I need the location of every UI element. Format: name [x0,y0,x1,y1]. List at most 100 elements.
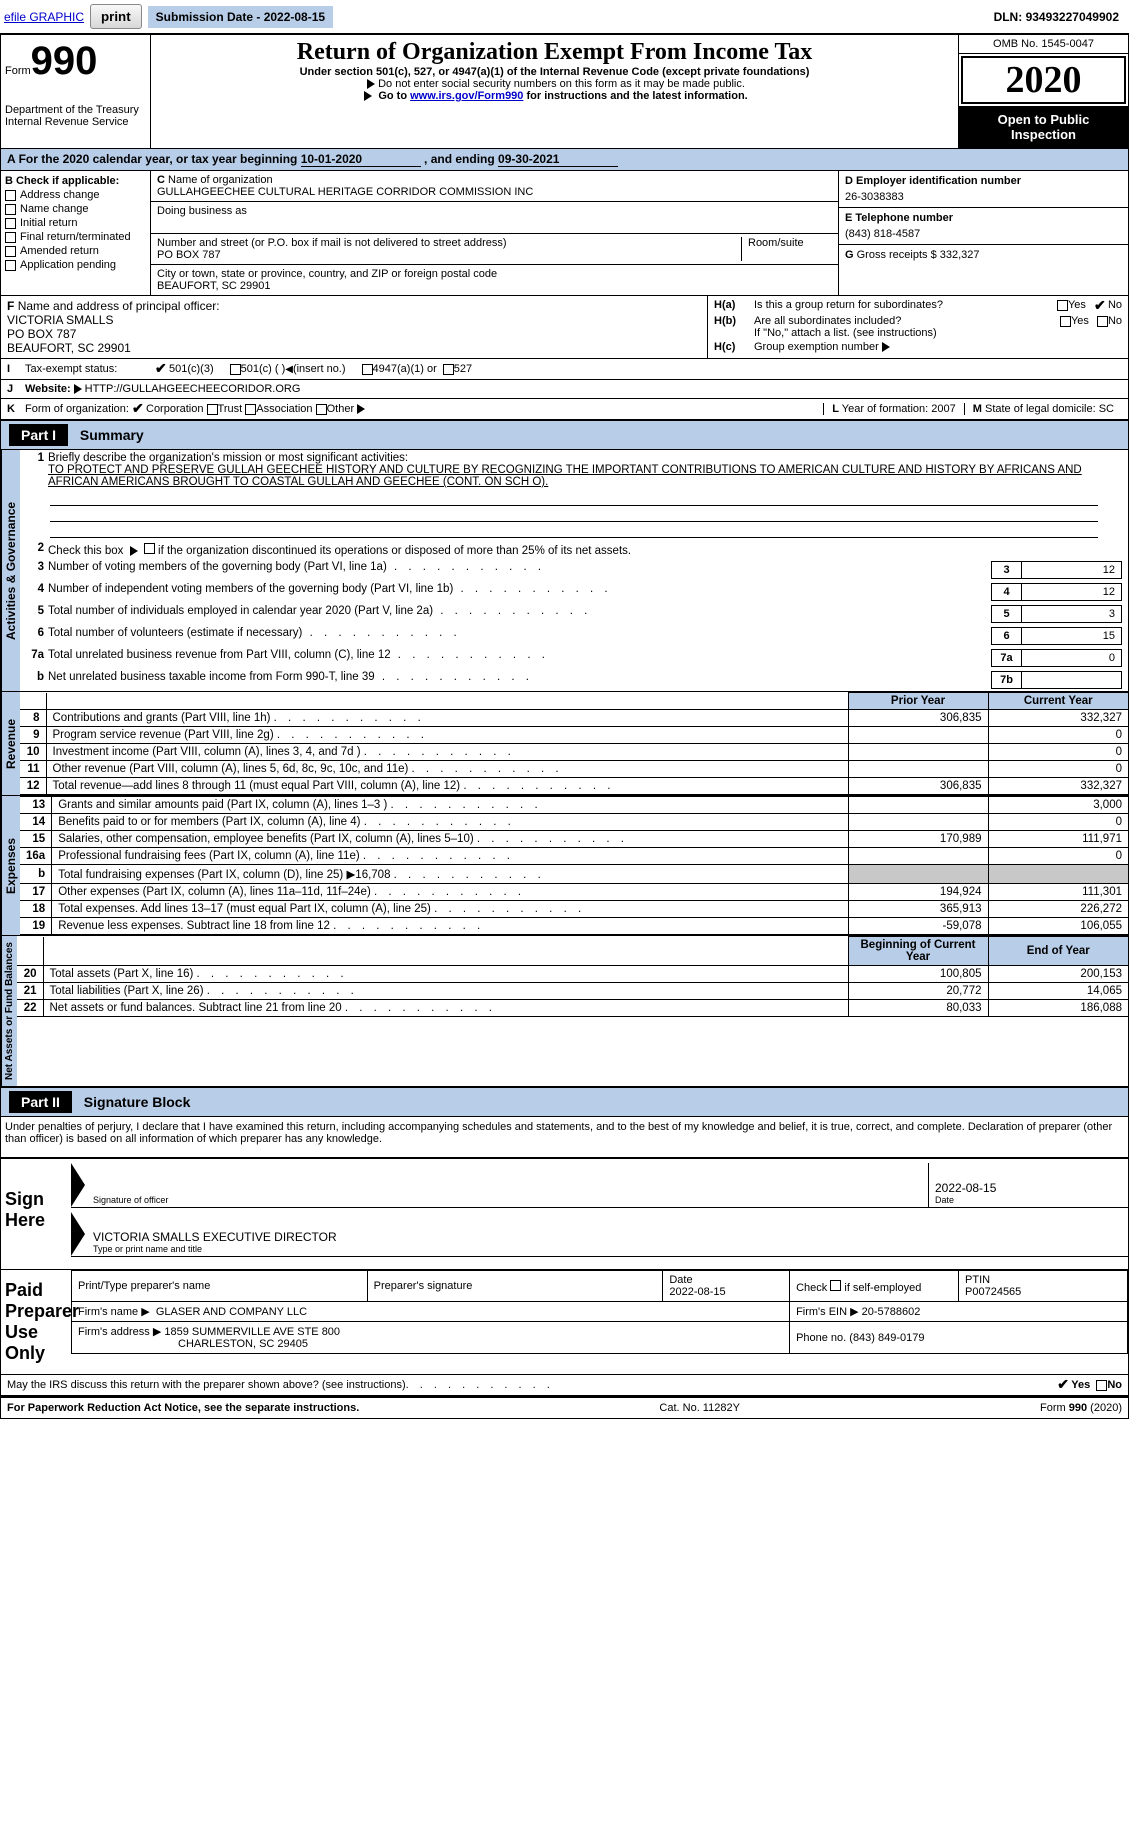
dept-text: Department of the Treasury Internal Reve… [5,104,146,128]
prior-value [848,727,988,744]
form-number: 990 [31,39,98,83]
4947-label: 4947(a)(1) or [373,363,437,375]
hb-text: Are all subordinates included? [754,315,1060,327]
discuss-no-checkbox[interactable] [1096,1380,1107,1391]
org-name: GULLAHGEECHEE CULTURAL HERITAGE CORRIDOR… [157,186,832,198]
row-text: Total revenue—add lines 8 through 11 (mu… [46,778,848,795]
hb-yes-label: Yes [1071,315,1089,327]
row-num: b [20,865,52,884]
checkbox[interactable] [5,218,16,229]
table-row: Firm's name ▶ GLASER AND COMPANY LLC Fir… [72,1302,1128,1322]
prior-value [848,814,988,831]
officer-group-row: F Name and address of principal officer:… [1,296,1128,359]
corp-checkbox[interactable] [132,402,146,416]
period-text-a: For the 2020 calendar year, or tax year … [19,152,301,166]
begin-year-header: Beginning of Current Year [848,937,988,966]
discontinued-checkbox[interactable] [144,543,155,554]
current-value: 106,055 [988,918,1128,935]
dept-line1: Department of the Treasury [5,104,146,116]
501c3-checkbox[interactable] [155,362,169,376]
501c-checkbox[interactable] [230,364,241,375]
table-row: 22Net assets or fund balances. Subtract … [17,1000,1128,1017]
activities-body: 1 Briefly describe the organization's mi… [20,450,1128,691]
signature-arrow-icon [71,1163,85,1207]
row-num: 13 [20,797,52,814]
arrow-icon [357,404,365,414]
checkbox[interactable] [5,246,16,257]
row-num: 5 [26,605,48,617]
row-text: Revenue less expenses. Subtract line 18 … [52,918,848,935]
checkbox[interactable] [5,232,16,243]
blank-cell [43,937,848,966]
pp-check-cell: Check if self-employed [790,1271,959,1302]
table-row: 11Other revenue (Part VIII, column (A), … [20,761,1128,778]
other-checkbox[interactable] [316,404,327,415]
4947-checkbox[interactable] [362,364,373,375]
activities-label: Activities & Governance [1,450,20,691]
public-line2: Inspection [963,127,1124,142]
firm-phone-value: (843) 849-0179 [849,1332,924,1344]
table-row: 20Total assets (Part X, line 16) 100,805… [17,966,1128,983]
row-num: 15 [20,831,52,848]
m-text: State of legal domicile: [985,403,1099,415]
prior-value [848,865,988,884]
form-id-box: Form990 Department of the Treasury Inter… [1,35,151,148]
current-year-header: Current Year [988,693,1128,710]
org-info-column: C Name of organization GULLAHGEECHEE CUL… [151,171,838,295]
checkbox[interactable] [5,190,16,201]
self-employed-checkbox[interactable] [830,1280,841,1291]
summary-row: 6Total number of volunteers (estimate if… [20,625,1128,647]
sig-date-label: Date [935,1195,1122,1205]
row-text: Benefits paid to or for members (Part IX… [52,814,848,831]
expenses-table: 13Grants and similar amounts paid (Part … [20,796,1128,935]
discuss-yes-checkbox[interactable] [1057,1378,1071,1392]
ptin-label: PTIN [965,1274,990,1286]
name-label: Name of organization [168,174,273,186]
blank-cell [20,693,46,710]
irs-link[interactable]: www.irs.gov/Form990 [410,90,523,102]
sign-here-label: Sign Here [1,1159,71,1261]
hb-no-checkbox[interactable] [1097,316,1108,327]
check-label: Application pending [20,259,116,271]
officer-city: BEAUFORT, SC 29901 [7,341,131,355]
check-item: Final return/terminated [5,231,146,243]
website-row: J Website: HTTP://GULLAHGEECHEECORIDOR.O… [1,380,1128,399]
assoc-checkbox[interactable] [245,404,256,415]
dln: DLN: 93493227049902 [994,10,1125,24]
firm-addr-value: 1859 SUMMERVILLE AVE STE 800 [164,1326,340,1338]
prior-value [848,761,988,778]
sub-date-value: 2022-08-15 [264,10,325,24]
period-text-b: , and ending [424,152,498,166]
row-num: 21 [17,983,43,1000]
firm-name-value: GLASER AND COMPANY LLC [156,1306,307,1318]
current-value [988,865,1128,884]
current-value: 111,301 [988,884,1128,901]
hb-yes-checkbox[interactable] [1060,316,1071,327]
527-checkbox[interactable] [443,364,454,375]
footer-form-b: 990 [1069,1402,1087,1414]
ha-yes-checkbox[interactable] [1057,300,1068,311]
checkbox[interactable] [5,260,16,271]
current-value: 200,153 [988,966,1128,983]
checkbox[interactable] [5,204,16,215]
trust-checkbox[interactable] [207,404,218,415]
e-label: E Telephone number [845,212,1122,224]
row-num: 18 [20,901,52,918]
summary-row: 4Number of independent voting members of… [20,581,1128,603]
g-value: 332,327 [940,249,980,261]
print-button[interactable]: print [90,4,142,29]
revenue-label: Revenue [1,692,20,795]
city-value: BEAUFORT, SC 29901 [157,280,832,292]
paid-preparer-fields: Print/Type preparer's name Preparer's si… [71,1270,1128,1374]
table-row: 13Grants and similar amounts paid (Part … [20,797,1128,814]
arrow-icon [367,79,375,89]
dln-value: 93493227049902 [1026,10,1119,24]
table-row: 12Total revenue—add lines 8 through 11 (… [20,778,1128,795]
ha-text: Is this a group return for subordinates? [754,299,1057,311]
room-label: Room/suite [742,237,832,261]
trust-label: Trust [218,403,243,415]
g-label: G [845,249,854,261]
ha-no-checkbox[interactable] [1094,299,1108,313]
efile-link[interactable]: efile GRAPHIC [4,10,84,24]
expenses-body: 13Grants and similar amounts paid (Part … [20,796,1128,935]
